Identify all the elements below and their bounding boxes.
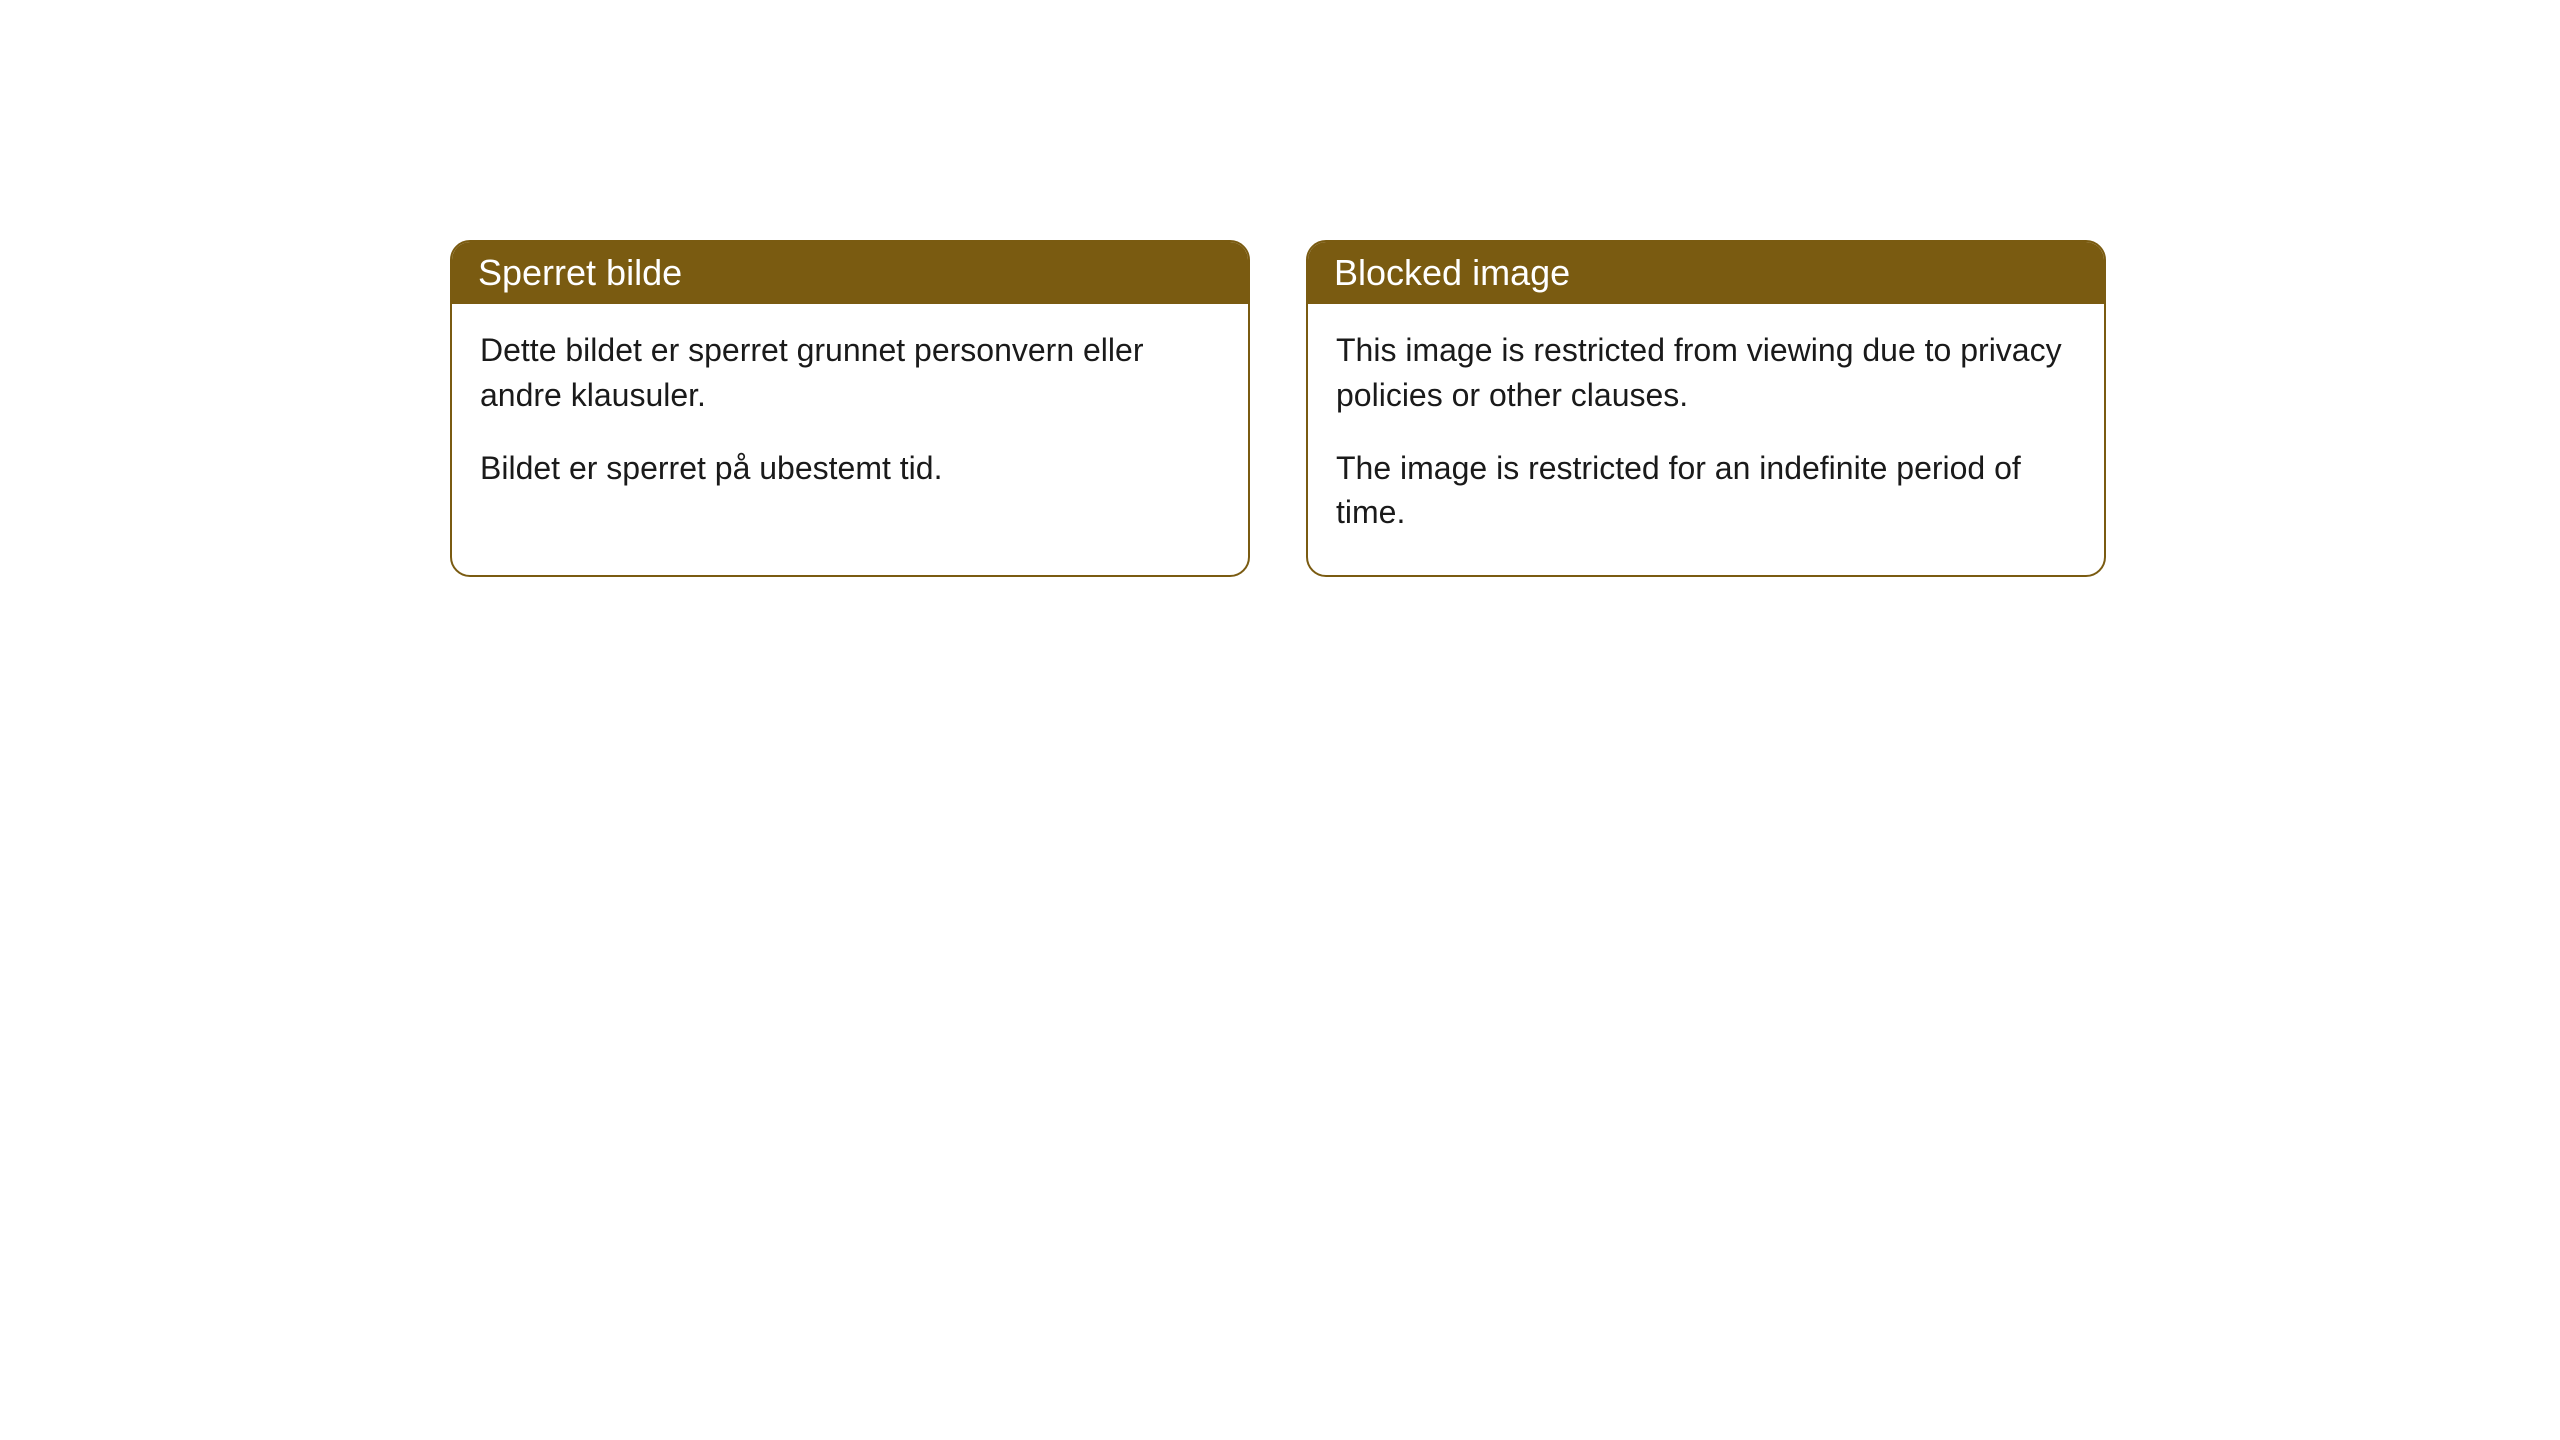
cards-container: Sperret bilde Dette bildet er sperret gr… xyxy=(450,240,2560,577)
card-paragraph: The image is restricted for an indefinit… xyxy=(1336,446,2076,536)
card-title: Blocked image xyxy=(1334,252,1570,293)
card-english: Blocked image This image is restricted f… xyxy=(1306,240,2106,577)
card-title: Sperret bilde xyxy=(478,252,682,293)
card-body-norwegian: Dette bildet er sperret grunnet personve… xyxy=(452,304,1248,530)
card-header-norwegian: Sperret bilde xyxy=(452,242,1248,304)
card-body-english: This image is restricted from viewing du… xyxy=(1308,304,2104,575)
card-norwegian: Sperret bilde Dette bildet er sperret gr… xyxy=(450,240,1250,577)
card-header-english: Blocked image xyxy=(1308,242,2104,304)
card-paragraph: Bildet er sperret på ubestemt tid. xyxy=(480,446,1220,491)
card-paragraph: This image is restricted from viewing du… xyxy=(1336,328,2076,418)
card-paragraph: Dette bildet er sperret grunnet personve… xyxy=(480,328,1220,418)
